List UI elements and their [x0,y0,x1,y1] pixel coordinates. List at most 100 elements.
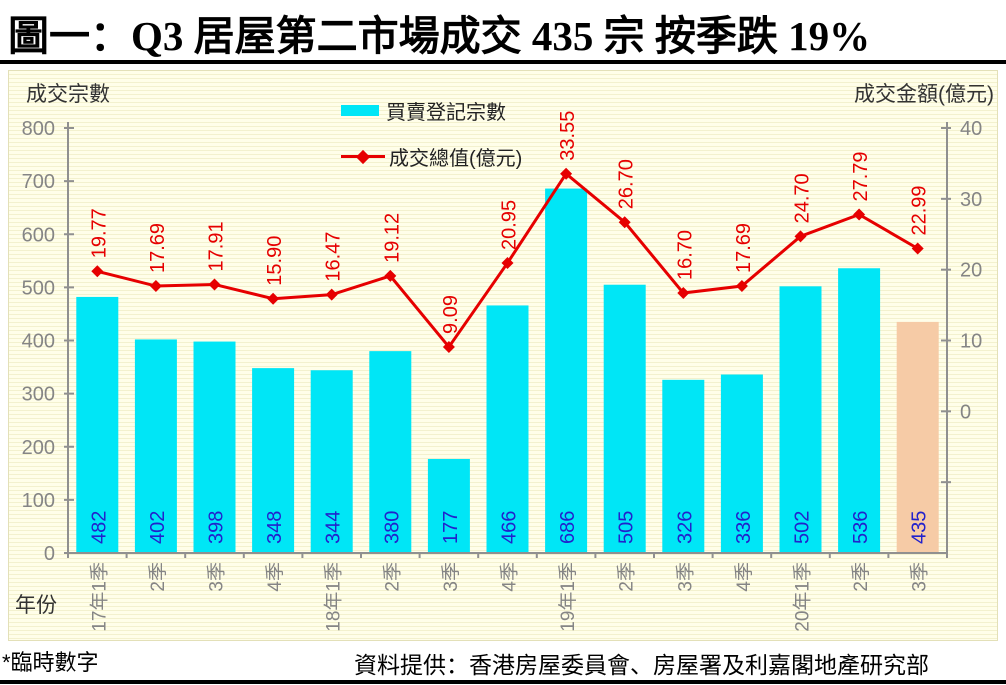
bar [76,296,119,553]
line-value-label: 33.55 [557,111,579,161]
x-axis-label: 4季 [733,562,755,592]
line-value-label: 9.09 [440,295,462,334]
x-axis-label: 2季 [850,562,872,592]
x-axis-label: 17年1季 [88,562,110,632]
left-tick-label: 600 [22,224,55,246]
left-tick-label: 200 [22,437,55,459]
bottom-divider [0,680,1006,684]
line-series-swatch [341,149,385,164]
data-source-credit: 資料提供：香港房屋委員會、房屋署及利嘉閣地產研究部 [354,652,929,678]
x-axis-label: 2季 [147,562,169,592]
bar [134,339,177,553]
bar-provisional [896,321,939,553]
x-axis-label: 3季 [206,562,228,592]
bar-value-label: 402 [147,511,169,544]
bar [193,341,236,553]
line-point-marker [91,265,104,278]
line-point-marker [208,278,221,291]
line-value-label: 17.69 [147,223,169,273]
line-value-label: 16.70 [674,230,696,280]
line-value-label: 26.70 [616,159,638,209]
chart-title: 圖一：Q3 居屋第二市場成交 435 宗 按季跌 19% [8,13,871,59]
bar-value-label: 380 [381,511,403,544]
bar-value-label: 336 [733,511,755,544]
left-axis-title: 成交宗數 [26,83,110,106]
x-axis-label: 2季 [381,562,403,592]
bar-value-label: 536 [850,511,872,544]
bar-value-label: 505 [616,511,638,544]
bar [779,286,822,553]
line-series-label: 成交總值(億元) [389,147,523,170]
line-point-marker [911,242,924,255]
bar [486,305,529,553]
bar [310,370,353,553]
x-axis-label: 19年1季 [557,562,579,632]
line-point-marker [442,340,455,353]
right-tick-label: 10 [960,331,982,353]
left-tick-label: 300 [22,384,55,406]
x-axis-label: 4季 [499,562,521,592]
line-point-marker [325,288,338,301]
line-value-label: 27.79 [850,151,872,201]
line-point-marker [384,269,397,282]
left-tick-label: 100 [22,490,55,512]
bar [252,368,295,553]
bar-value-label: 482 [88,511,110,544]
bar-series-label: 買賣登記宗數 [386,101,506,124]
line-point-marker [853,208,866,221]
bar [427,458,470,553]
bar-value-label: 686 [557,511,579,544]
line-point-marker [618,216,631,229]
bar-value-label: 435 [909,511,931,544]
line-value-label: 22.99 [909,185,931,235]
line-value-label: 19.77 [88,208,110,258]
x-axis-label: 18年1季 [323,562,345,632]
x-axis-title: 年份 [15,594,57,617]
line-value-label: 15.90 [264,236,286,286]
bar-value-label: 344 [323,511,345,544]
x-axis-label: 3季 [674,562,696,592]
x-axis-label: 3季 [440,562,462,592]
bar-series-swatch [341,104,379,116]
bar-value-label: 502 [792,511,814,544]
legend: 買賣登記宗數 成交總值(億元) [341,99,522,191]
bar-value-label: 177 [440,511,462,544]
line-value-label: 20.95 [499,200,521,250]
right-tick-label: 20 [960,260,982,282]
right-tick-label: 40 [960,118,982,140]
chart-canvas: 0 100 200 300 400 500 600 700 800 0 10 20 30 40 17年1季 2… [22,111,983,632]
left-tick-label: 0 [44,543,55,565]
right-tick-label: 0 [960,401,971,423]
left-tick-label: 500 [22,277,55,299]
line-point-marker [677,287,690,300]
line-point-marker [794,230,807,243]
line-point-marker [735,280,748,293]
chart-area: 0 100 200 300 400 500 600 700 800 0 10 20 30 40 17年1季 2… [8,70,998,641]
bar-value-label: 326 [674,511,696,544]
provisional-note: *臨時數字 [2,650,99,675]
x-axis-label: 3季 [909,562,931,592]
line-value-label: 24.70 [792,173,814,223]
x-axis-label: 4季 [264,562,286,592]
legend-item-line: 成交總值(億元) [341,145,522,170]
x-axis-label: 2季 [616,562,638,592]
bar [662,379,705,553]
bar [720,374,763,553]
bar [545,188,588,553]
left-tick-label: 800 [22,118,55,140]
title-divider [0,60,1006,64]
line-value-label: 19.12 [381,213,403,263]
bar [603,284,646,553]
line-value-label: 16.47 [323,232,345,282]
left-tick-label: 400 [22,331,55,353]
line-point-marker [501,256,514,269]
line-point-marker [560,167,573,180]
bar-value-label: 398 [206,511,228,544]
legend-item-bars: 買賣登記宗數 [341,99,522,124]
bar-value-label: 348 [264,511,286,544]
line-value-label: 17.91 [206,221,228,271]
bar-value-label: 466 [499,511,521,544]
line-point-marker [267,292,280,305]
line-value-label: 17.69 [733,223,755,273]
